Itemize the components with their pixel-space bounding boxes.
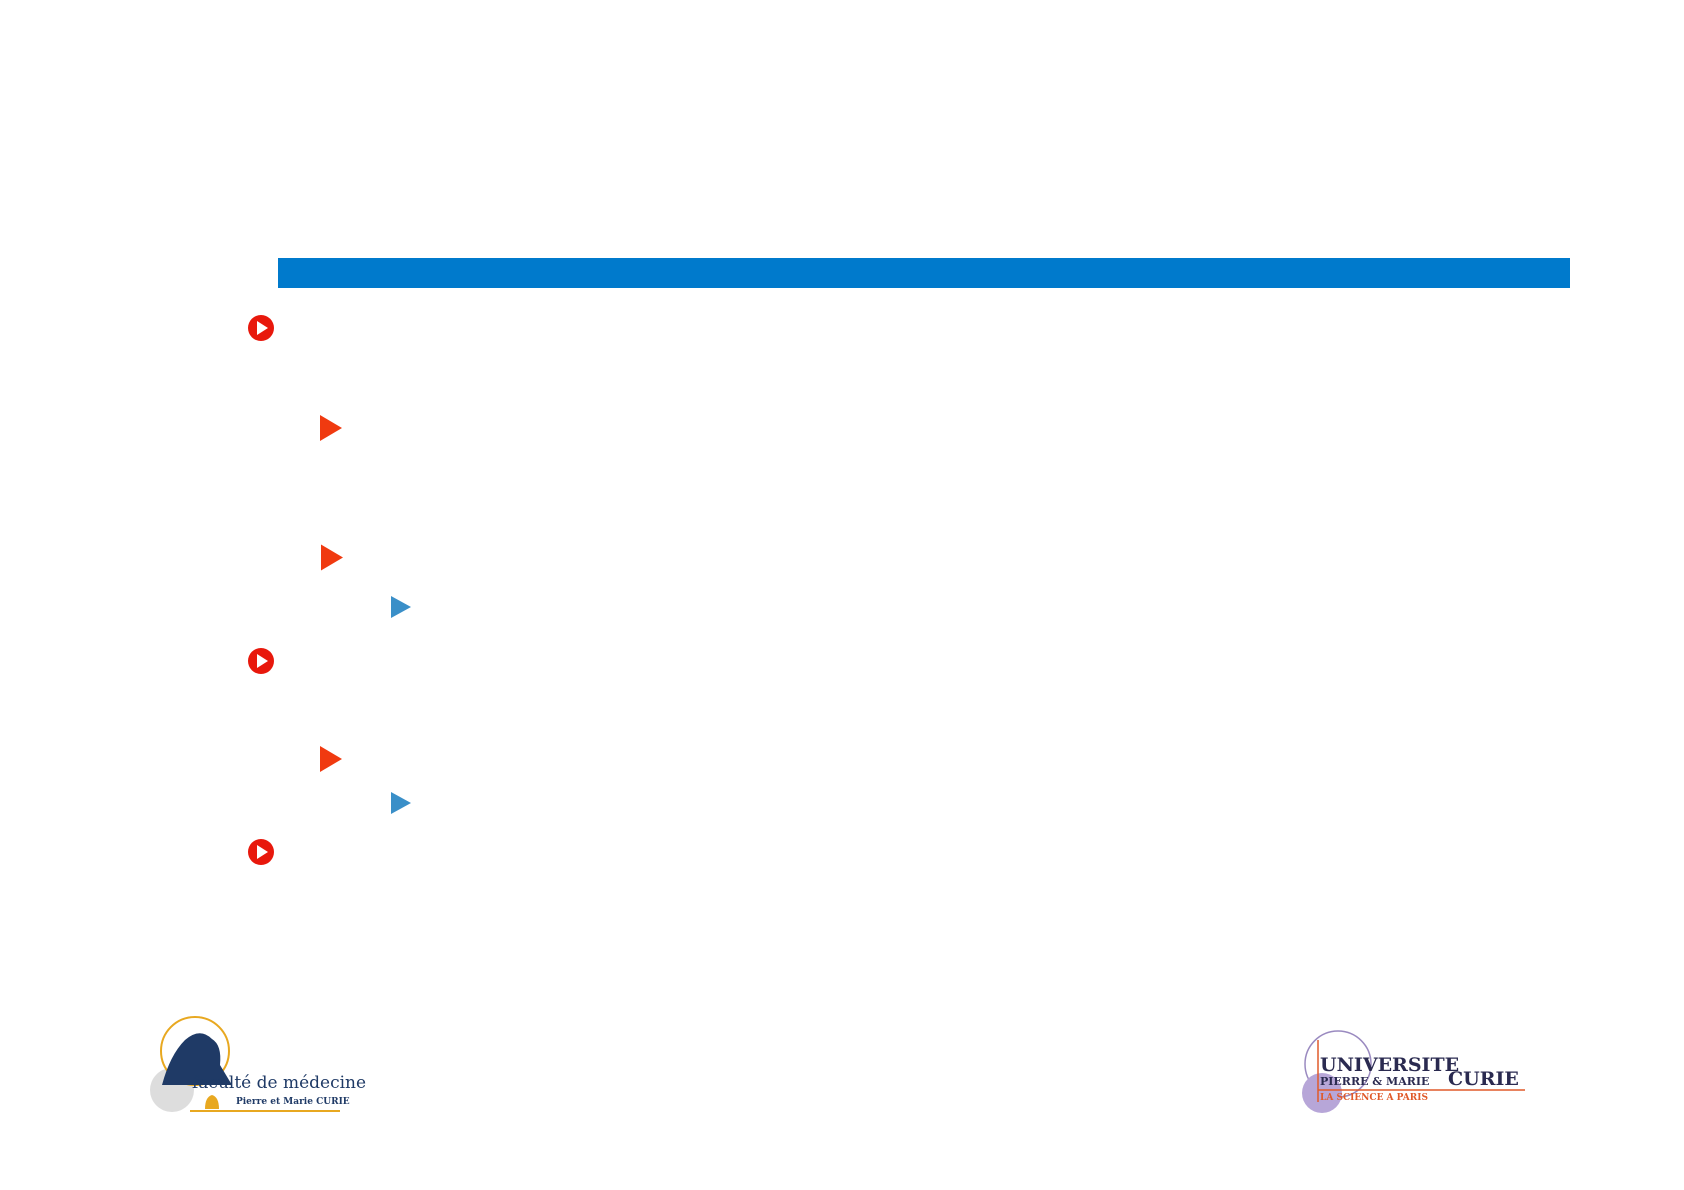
circle-play-icon [248,839,274,865]
triangle-icon [391,596,411,618]
upmc-logo: UNIVERSITE PIERRE & MARIE CURIE LA SCIEN… [1300,1030,1530,1115]
logo-text-curie: CURIE [1448,1068,1519,1090]
circle-play-icon [248,648,274,674]
circle-play-icon [248,315,274,341]
logo-text-1: faculté de médecine [192,1073,367,1093]
logo-text-universite: UNIVERSITE [1320,1054,1460,1076]
logo-text-2: Pierre et Marie CURIE [236,1097,350,1107]
logo-text-science: LA SCIENCE A PARIS [1320,1093,1428,1103]
title-bar [278,258,1570,288]
triangle-icon [320,415,342,441]
faculte-medecine-logo: faculté de médecine Pierre et Marie CURI… [150,1015,366,1115]
logo-text-pierre-marie: PIERRE & MARIE [1320,1075,1430,1088]
triangle-icon [320,746,342,772]
triangle-icon [391,792,411,814]
triangle-icon [321,544,343,571]
